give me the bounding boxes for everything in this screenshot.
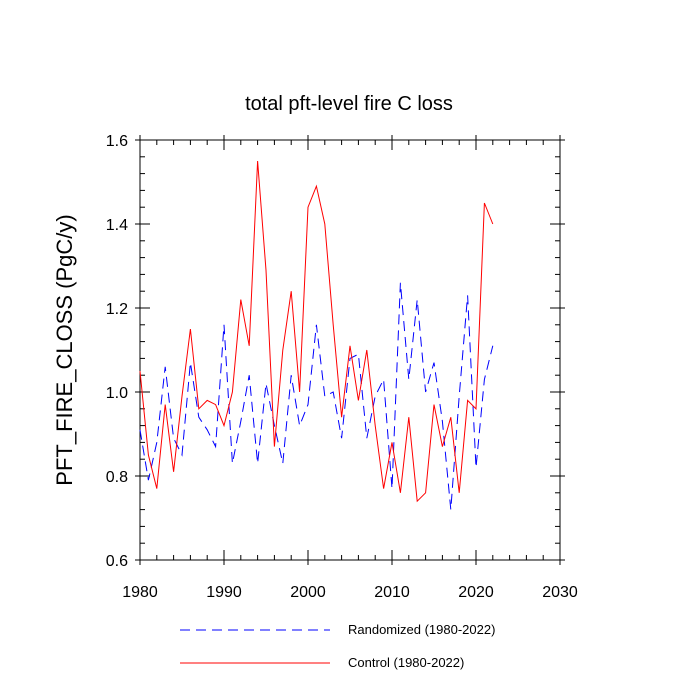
axis-ticks (135, 135, 565, 565)
legend-label-control: Control (1980-2022) (348, 655, 464, 670)
plot-area (135, 135, 565, 565)
y-tick-label: 1.6 (106, 133, 128, 150)
x-axis-tick-labels: 1980 1990 2000 2010 2020 2030 (122, 584, 578, 601)
series-control-line (139, 160, 494, 503)
randomized-point (357, 353, 359, 355)
x-tick-label: 2010 (374, 584, 410, 601)
randomized-point (256, 462, 258, 464)
x-tick-label: 1990 (206, 584, 242, 601)
x-tick-label: 2020 (458, 584, 494, 601)
y-tick-label: 1.2 (106, 301, 128, 318)
randomized-point (265, 382, 267, 384)
data-points (139, 160, 494, 511)
y-tick-label: 0.6 (106, 553, 128, 570)
randomized-point (458, 395, 460, 397)
randomized-point (475, 466, 477, 468)
y-tick-label: 0.8 (106, 469, 128, 486)
randomized-point (374, 395, 376, 397)
series-randomized-line (139, 282, 494, 510)
chart-title: total pft-level fire C loss (245, 93, 453, 115)
randomized-point (298, 424, 300, 426)
randomized-point (172, 437, 174, 439)
randomized-point (382, 378, 384, 380)
legend-label-randomized: Randomized (1980-2022) (348, 622, 495, 637)
y-axis-label: PFT_FIRE_CLOSS (PgC/y) (52, 214, 77, 485)
plot-frame (139, 139, 561, 561)
randomized-point (391, 487, 393, 489)
randomized-point (231, 462, 233, 464)
y-axis-tick-labels: 0.6 0.8 1.0 1.2 1.4 1.6 (106, 133, 128, 570)
y-tick-label: 1.4 (106, 217, 128, 234)
legend: Randomized (1980-2022) Control (1980-202… (180, 622, 495, 670)
y-tick-label: 1.0 (106, 385, 128, 402)
x-tick-label: 2030 (542, 584, 578, 601)
randomized-point (189, 361, 191, 363)
x-tick-label: 2000 (290, 584, 326, 601)
x-tick-label: 1980 (122, 584, 158, 601)
